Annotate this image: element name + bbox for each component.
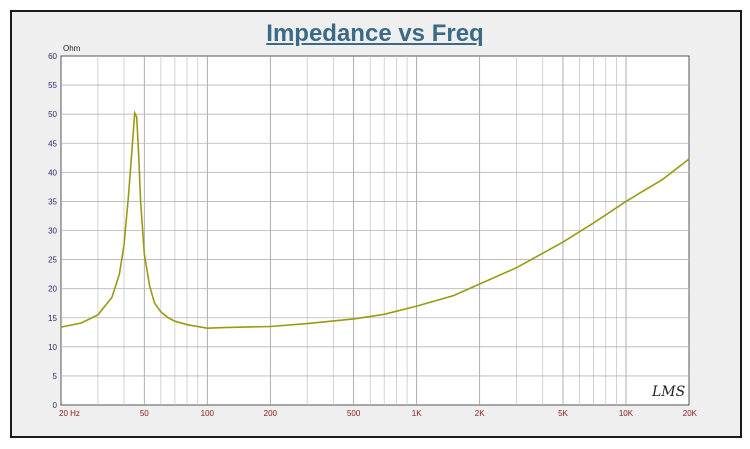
y-tick-label: 40 [48, 168, 57, 177]
x-tick-label: 10K [619, 409, 634, 418]
y-tick-label: 5 [53, 372, 58, 381]
y-tick-label: 60 [48, 52, 57, 61]
y-tick-label: 0 [53, 401, 58, 410]
x-tick-label: 50 [140, 409, 149, 418]
y-tick-labels: 0 5 10 15 20 25 30 35 40 45 50 55 60 [48, 52, 57, 410]
y-tick-label: 35 [48, 197, 57, 206]
chart-title: Impedance vs Freq [266, 20, 484, 47]
lms-watermark: LMS [651, 384, 685, 400]
y-tick-label: 10 [48, 343, 57, 352]
y-tick-label: 45 [48, 139, 57, 148]
y-tick-label: 15 [48, 314, 57, 323]
x-tick-label: 500 [347, 409, 361, 418]
x-tick-label: 200 [264, 409, 278, 418]
x-tick-label: 100 [201, 409, 215, 418]
y-tick-label: 55 [48, 81, 57, 90]
x-tick-label: 2K [475, 409, 485, 418]
x-tick-label: 5K [558, 409, 568, 418]
impedance-curve [60, 109, 690, 330]
x-tick-label: 20 Hz [59, 409, 80, 418]
y-tick-label: 25 [48, 256, 57, 265]
grid-lines [61, 56, 689, 405]
y-tick-label: 20 [48, 285, 57, 294]
x-tick-label: 1K [412, 409, 422, 418]
y-tick-label: 50 [48, 110, 57, 119]
x-tick-labels: 20 Hz 50 100 200 500 1K 2K 5K 10K 20K [59, 409, 698, 418]
y-tick-label: 30 [48, 227, 57, 236]
y-axis-unit: Ohm [63, 44, 81, 53]
x-tick-label: 20K [683, 409, 698, 418]
